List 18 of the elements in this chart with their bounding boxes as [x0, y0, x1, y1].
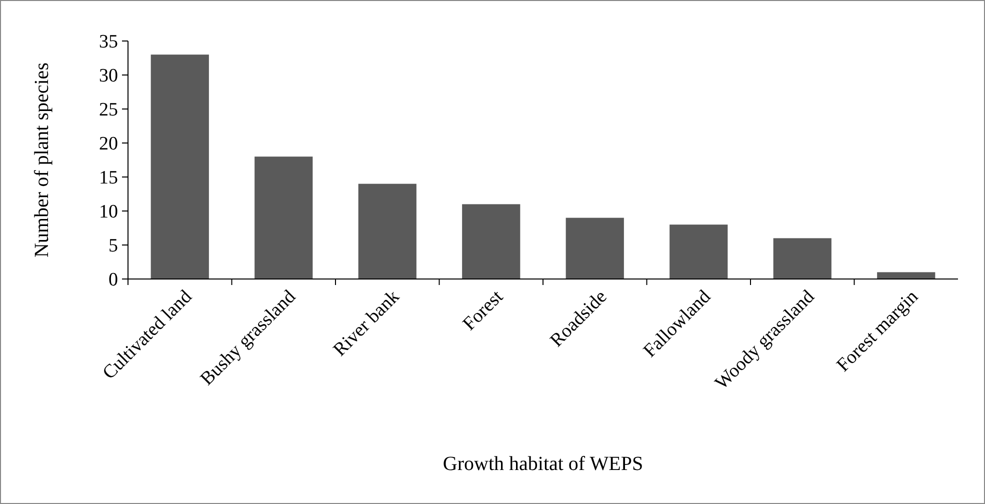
bar — [358, 184, 416, 279]
y-tick-label: 20 — [99, 134, 118, 155]
y-tick-label: 0 — [108, 270, 118, 291]
bar — [150, 54, 209, 279]
y-tick-label: 30 — [99, 66, 118, 87]
y-tick-label: 25 — [99, 100, 118, 121]
x-axis-title: Growth habitat of WEPS — [442, 453, 644, 475]
y-axis-title: Number of plant species — [31, 62, 53, 258]
y-tick-label: 10 — [99, 202, 118, 223]
bar — [773, 238, 832, 279]
bar — [877, 272, 936, 279]
y-tick-label: 15 — [99, 168, 118, 189]
bar — [462, 204, 520, 279]
bar — [566, 218, 624, 279]
bar — [670, 224, 728, 279]
y-tick-label: 5 — [108, 236, 118, 257]
y-tick-label: 35 — [99, 32, 118, 53]
bar — [254, 156, 313, 279]
